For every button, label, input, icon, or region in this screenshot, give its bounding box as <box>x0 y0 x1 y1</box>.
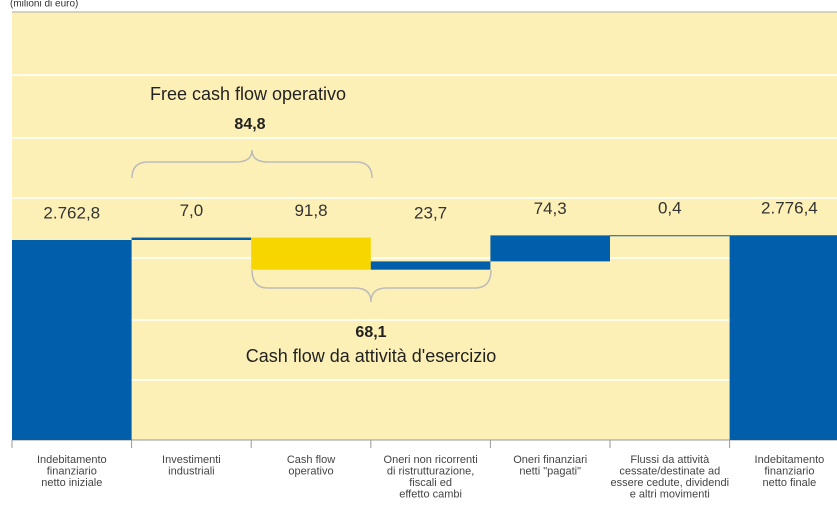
annotation: 84,8 <box>234 116 265 133</box>
x-tick-label: Indebitamento <box>755 454 825 466</box>
value-label: 74,3 <box>534 199 567 218</box>
x-tick-label: essere cedute, dividendi <box>610 477 729 489</box>
x-tick-label: fiscali ed <box>409 477 452 489</box>
value-label: 91,8 <box>294 201 327 220</box>
background-lines <box>12 74 837 381</box>
x-tick-label: operativo <box>288 465 333 477</box>
x-tick-label: cessate/destinate ad <box>619 465 720 477</box>
x-tick-label: finanziario <box>764 465 814 477</box>
brace-top <box>131 149 373 179</box>
bar <box>12 240 132 440</box>
bar <box>370 261 491 270</box>
value-label: 0,4 <box>658 199 682 218</box>
x-tick-label: di ristrutturazione, <box>387 465 474 477</box>
brace-bottom <box>251 269 492 303</box>
x-tick-label: effetto cambi <box>399 488 462 500</box>
bar <box>729 235 837 440</box>
x-tick-label: Oneri non ricorrenti <box>384 454 478 466</box>
x-tick-label: Investimenti <box>162 454 221 466</box>
x-tick-label: netto finale <box>762 477 816 489</box>
bar <box>610 235 730 237</box>
bar <box>251 237 371 270</box>
bar <box>131 237 252 240</box>
plot-background <box>12 12 837 440</box>
x-tick-label: Indebitamento <box>37 454 107 466</box>
x-tick-label: Flussi da attività <box>630 454 710 466</box>
x-tick-label: Oneri finanziari <box>513 454 587 466</box>
value-label: 23,7 <box>414 203 447 222</box>
subtitle: (milioni di euro) <box>10 0 78 10</box>
annotation: Free cash flow operativo <box>150 84 346 104</box>
x-tick-label: Cash flow <box>287 454 335 466</box>
annotation: 68,1 <box>355 324 386 341</box>
value-label: 2.776,4 <box>761 199 818 218</box>
x-tick-label: finanziario <box>47 465 97 477</box>
bar <box>490 235 610 262</box>
x-tick-label: netti "pagati" <box>519 465 581 477</box>
value-label: 2.762,8 <box>43 203 100 222</box>
x-tick-label: industriali <box>168 465 214 477</box>
x-tick-label: netto iniziale <box>41 477 102 489</box>
x-tick-label: e altri movimenti <box>630 488 710 500</box>
value-label: 7,0 <box>180 201 204 220</box>
annotation: Cash flow da attività d'esercizio <box>246 346 497 366</box>
